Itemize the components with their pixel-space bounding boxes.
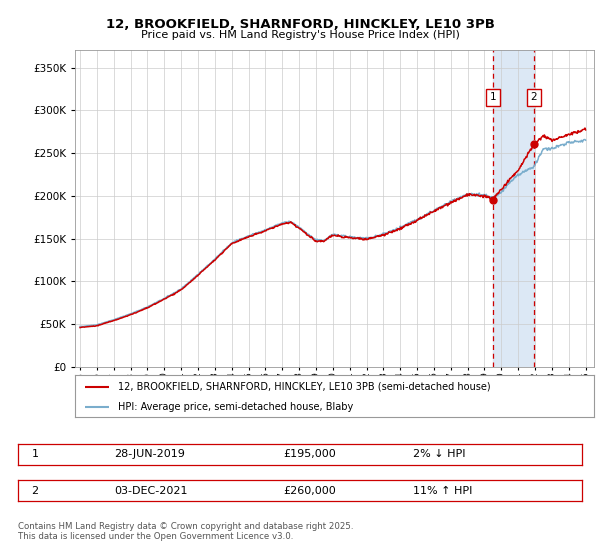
Text: £260,000: £260,000 — [283, 486, 336, 496]
Text: 1: 1 — [31, 449, 38, 459]
Text: 1: 1 — [490, 92, 496, 102]
Text: 12, BROOKFIELD, SHARNFORD, HINCKLEY, LE10 3PB (semi-detached house): 12, BROOKFIELD, SHARNFORD, HINCKLEY, LE1… — [118, 382, 490, 392]
Text: 2% ↓ HPI: 2% ↓ HPI — [413, 449, 466, 459]
Text: £195,000: £195,000 — [283, 449, 336, 459]
Text: 11% ↑ HPI: 11% ↑ HPI — [413, 486, 472, 496]
Text: 2: 2 — [31, 486, 38, 496]
Bar — [493, 50, 533, 367]
Text: 12, BROOKFIELD, SHARNFORD, HINCKLEY, LE10 3PB: 12, BROOKFIELD, SHARNFORD, HINCKLEY, LE1… — [106, 17, 494, 31]
Text: Price paid vs. HM Land Registry's House Price Index (HPI): Price paid vs. HM Land Registry's House … — [140, 30, 460, 40]
Text: 03-DEC-2021: 03-DEC-2021 — [114, 486, 187, 496]
Text: Contains HM Land Registry data © Crown copyright and database right 2025.
This d: Contains HM Land Registry data © Crown c… — [18, 522, 353, 542]
Text: 28-JUN-2019: 28-JUN-2019 — [114, 449, 185, 459]
Text: HPI: Average price, semi-detached house, Blaby: HPI: Average price, semi-detached house,… — [118, 402, 353, 412]
Text: 2: 2 — [530, 92, 537, 102]
